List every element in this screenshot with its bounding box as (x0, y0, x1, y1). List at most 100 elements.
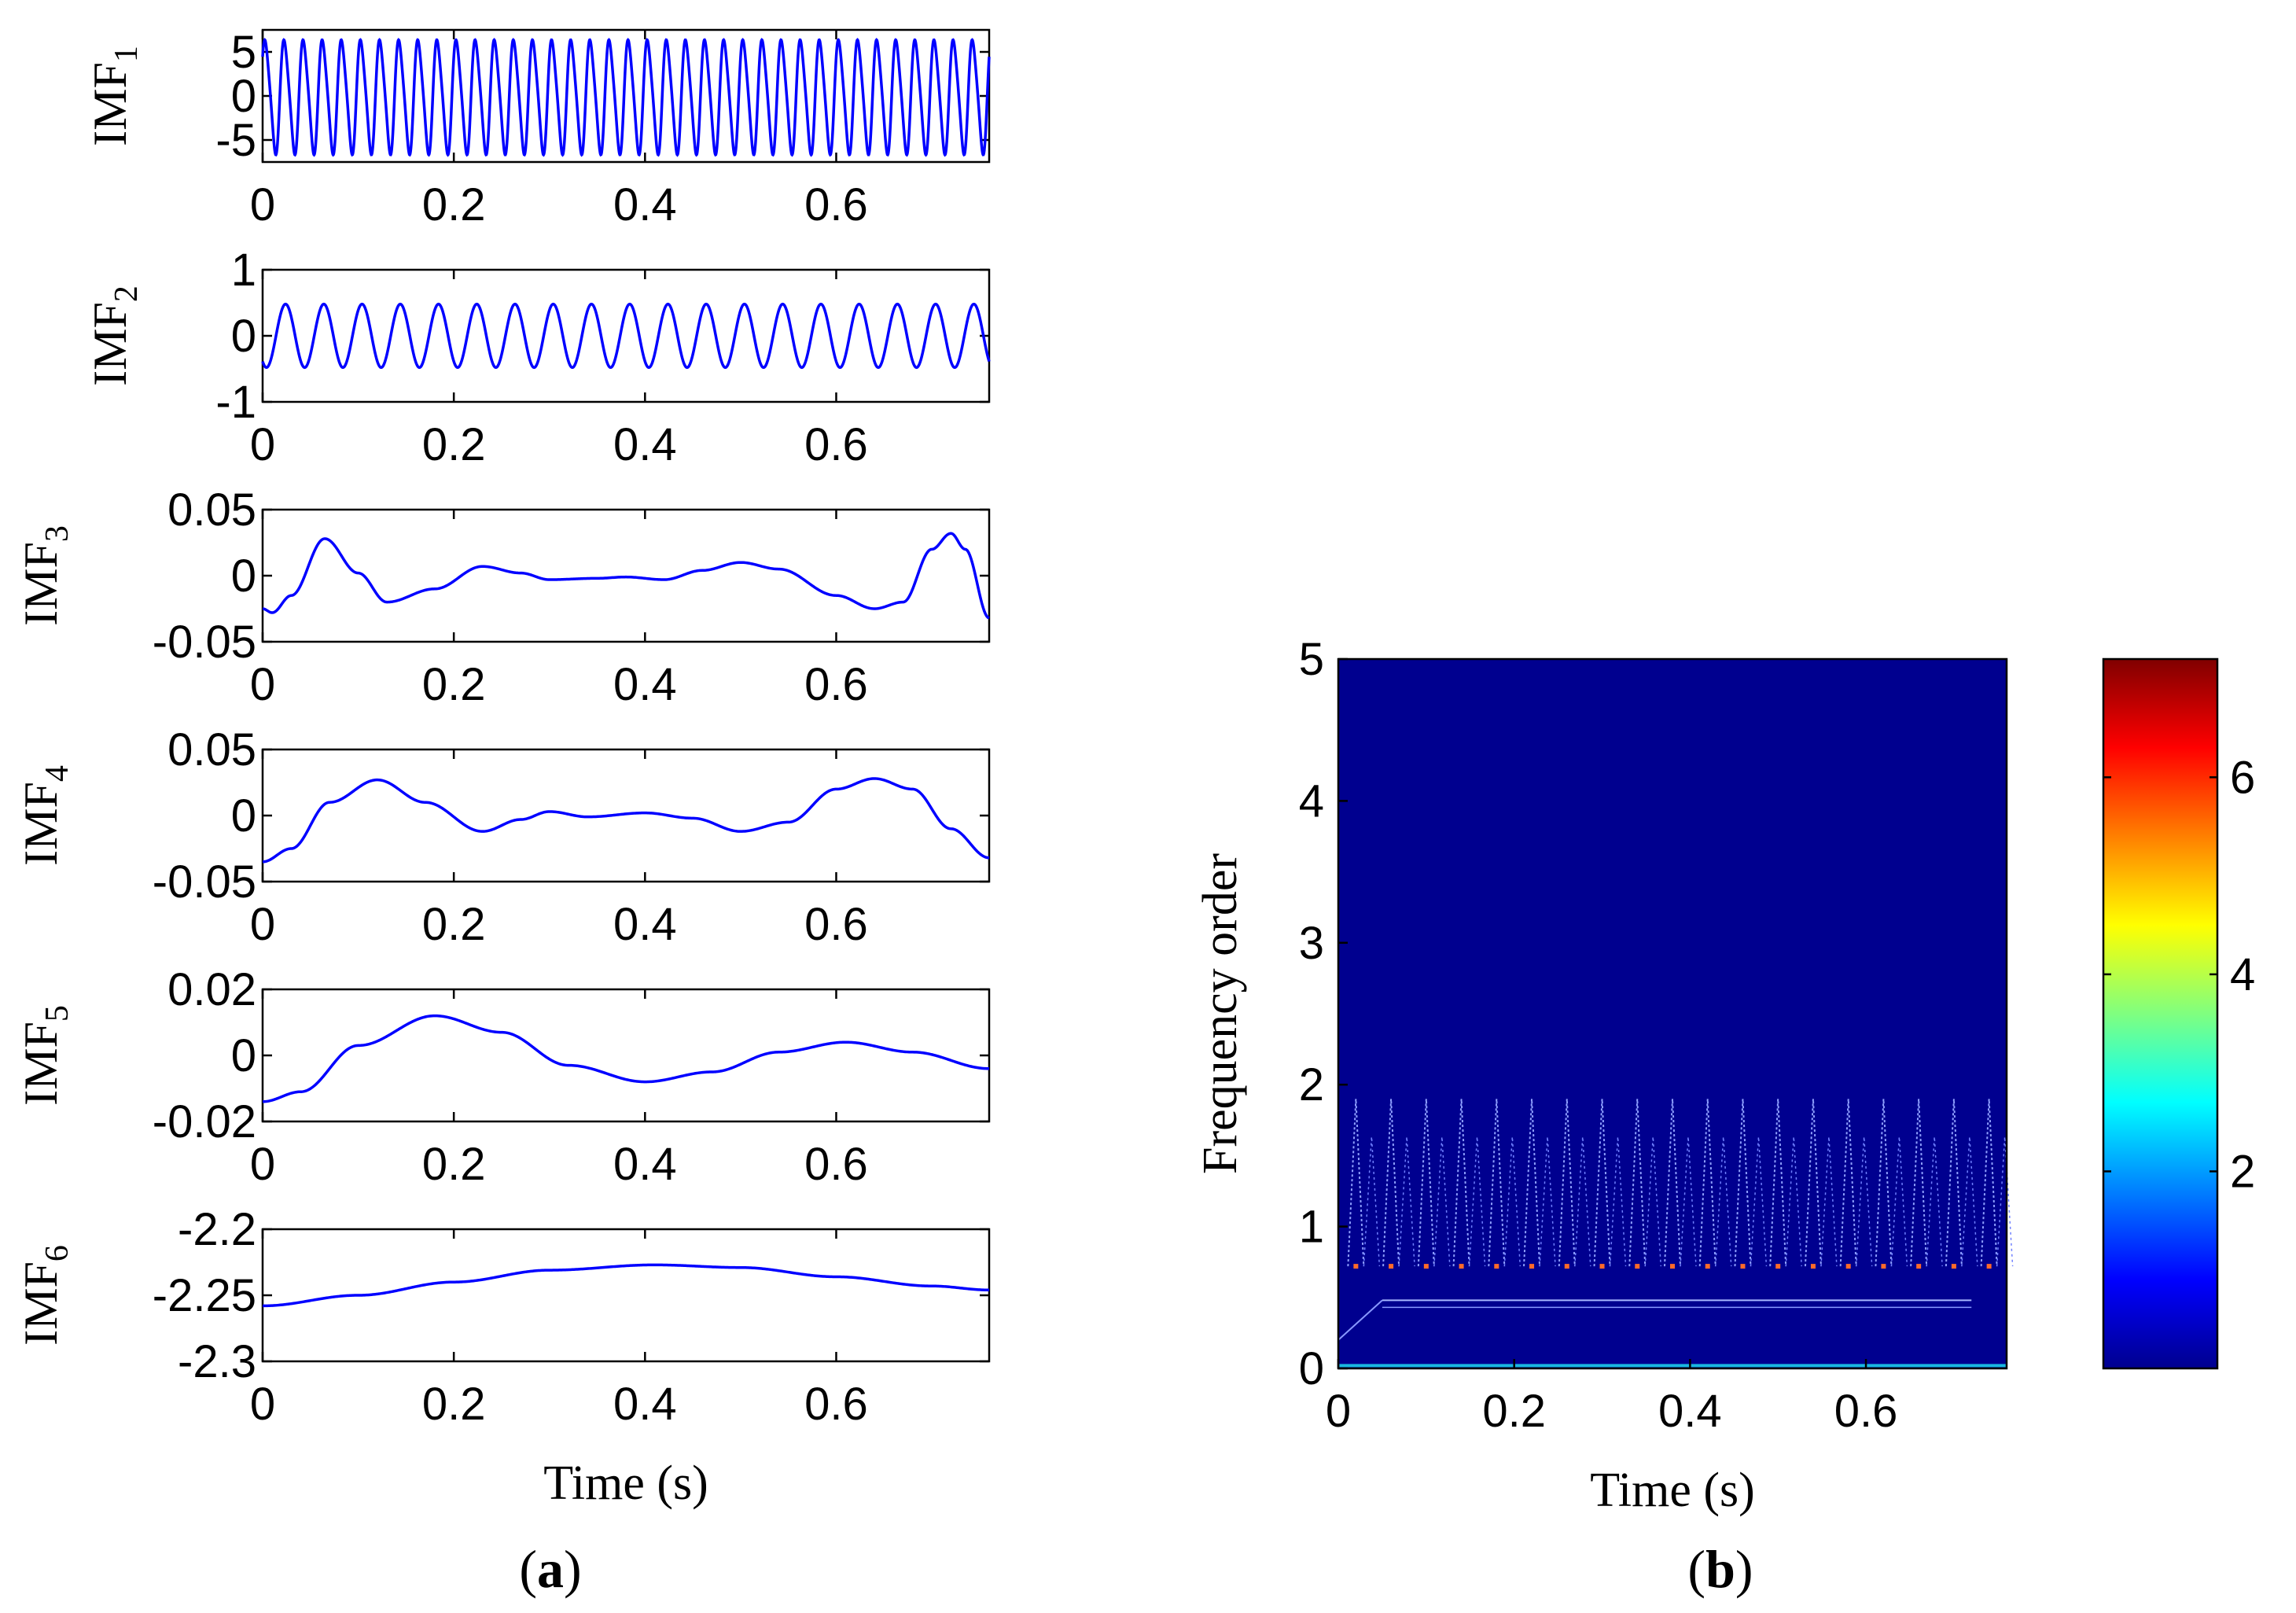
spike-trace-secondary (1890, 1136, 1908, 1267)
y-tick-label: 4 (1299, 775, 1324, 827)
hot-marker (1635, 1264, 1640, 1269)
spike-trace (1382, 1099, 1400, 1267)
x-tick-label: 0.6 (804, 419, 868, 470)
y-tick-label: 0 (231, 790, 256, 841)
x-tick-label: 0 (250, 659, 275, 710)
spike-trace (1875, 1099, 1893, 1267)
spike-trace-secondary (1785, 1136, 1802, 1267)
axes-frame (261, 748, 991, 883)
x-tick-label: 0.4 (613, 899, 677, 950)
y-tick-label: -5 (215, 115, 256, 166)
y-tick-label: -1 (215, 377, 256, 428)
spike-trace (1558, 1099, 1576, 1267)
colorbar-gradient (2102, 657, 2219, 1370)
y-tick-label: 0 (1299, 1343, 1324, 1394)
spike-trace (1734, 1099, 1752, 1267)
spike-trace-secondary (1680, 1136, 1697, 1267)
colorbar: 2 4 6 (2102, 657, 2255, 1370)
spike-trace (1664, 1099, 1681, 1267)
y-tick-label: 0.05 (167, 484, 256, 536)
y-tick-label: 0.02 (167, 964, 256, 1015)
spike-trace-secondary (1503, 1136, 1521, 1267)
hot-marker (1845, 1264, 1851, 1269)
spike-trace (1980, 1099, 1998, 1267)
spike-trace (1593, 1099, 1611, 1267)
spike-trace-secondary (1539, 1136, 1556, 1267)
spike-trace (1523, 1099, 1541, 1267)
y-axis-label: IMF2 (84, 285, 145, 386)
y-axis-label: IMF1 (84, 46, 145, 146)
x-tick-label: 0.6 (804, 1379, 868, 1430)
y-tick-label: -2.25 (153, 1270, 256, 1321)
spike-trace-secondary (1820, 1136, 1838, 1267)
y-axis-label: IMF5 (15, 1005, 75, 1106)
x-tick-label: 0 (250, 1139, 275, 1190)
y-tick-label: 3 (1299, 918, 1324, 969)
y-axis-label: IMF4 (15, 765, 75, 866)
axes-frame (261, 988, 991, 1123)
y-axis-label: IMF3 (15, 525, 75, 626)
hot-marker (1986, 1264, 1992, 1269)
y-axis-label: IMF6 (15, 1245, 75, 1346)
spike-trace (1945, 1099, 1963, 1267)
y-tick-label: 0 (231, 1030, 256, 1081)
x-tick-label: 0.6 (804, 659, 868, 710)
colorbar-tick-label: 4 (2230, 949, 2255, 1000)
heatmap-spikes (1347, 1099, 2014, 1269)
hot-marker (1564, 1264, 1569, 1269)
spike-trace-secondary (1468, 1136, 1486, 1267)
panel-b-spectrum: 0 0.2 0.4 0.6 0 1 2 3 4 5 Time (s) Frequency order 2… (1194, 634, 2255, 1517)
spike-trace (1910, 1099, 1928, 1267)
hot-marker (1353, 1264, 1359, 1269)
x-tick-label: 0.6 (1834, 1386, 1898, 1437)
x-tick-label: 0.4 (613, 659, 677, 710)
hot-marker (1529, 1264, 1535, 1269)
y-tick-label: -0.02 (153, 1096, 256, 1147)
x-tick-label: 0 (250, 419, 275, 470)
x-tick-label: 0.2 (422, 1379, 486, 1430)
y-tick-label: 1 (1299, 1202, 1324, 1253)
x-tick-label: 0 (1326, 1386, 1351, 1437)
x-tick-label: 0.2 (1482, 1386, 1546, 1437)
imf-series-line (261, 38, 991, 157)
y-tick-label: 0 (231, 551, 256, 602)
spike-trace (1769, 1099, 1787, 1267)
spike-trace (1628, 1099, 1647, 1267)
colorbar-tick-label: 2 (2230, 1146, 2255, 1197)
spike-trace (1417, 1099, 1435, 1267)
y-tick-label: 0 (231, 311, 256, 362)
spike-trace-secondary (1609, 1136, 1627, 1267)
spike-trace-secondary (1750, 1136, 1768, 1267)
spike-trace-secondary (1433, 1136, 1451, 1267)
y-tick-label: 0.05 (167, 724, 256, 775)
x-axis-label: Time (s) (543, 1456, 708, 1510)
y-tick-label: 5 (1299, 634, 1324, 685)
y-tick-label: 0 (231, 71, 256, 122)
hot-marker (1494, 1264, 1499, 1269)
svg-text:(b): (b) (1687, 1539, 1753, 1599)
spike-trace (1452, 1099, 1470, 1267)
hot-marker (1740, 1264, 1746, 1269)
spike-trace-secondary (1926, 1136, 1943, 1267)
spike-trace (1698, 1099, 1716, 1267)
x-tick-label: 0.4 (613, 179, 677, 230)
hot-marker (1389, 1264, 1394, 1269)
hot-marker (1951, 1264, 1956, 1269)
spike-trace (1804, 1099, 1822, 1267)
hot-marker (1810, 1264, 1816, 1269)
x-tick-label: 0.2 (422, 419, 486, 470)
hot-marker (1670, 1264, 1675, 1269)
hot-marker (1775, 1264, 1781, 1269)
x-tick-label: 0 (250, 1379, 275, 1430)
x-tick-label: 0.4 (613, 1379, 677, 1430)
x-tick-label: 0 (250, 179, 275, 230)
x-tick-label: 0.2 (422, 179, 486, 230)
spike-trace-secondary (1996, 1136, 2014, 1267)
imf-series-line (262, 1263, 990, 1308)
x-tick-label: 0.6 (804, 1139, 868, 1190)
